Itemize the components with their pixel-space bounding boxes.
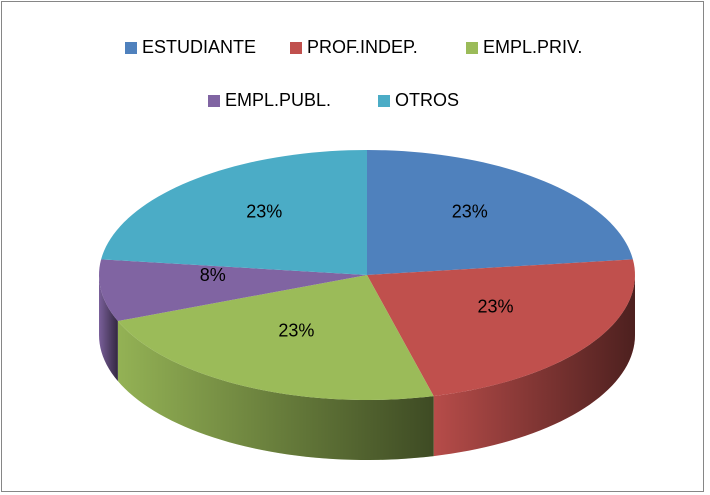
pie-slice [99,259,368,322]
legend-swatch [208,95,220,107]
data-label: 23% [278,320,314,340]
data-label: 23% [246,201,282,221]
legend-swatch [290,42,302,54]
legend-label: OTROS [395,90,459,110]
pie-slice [367,150,633,275]
legend-swatch [125,42,137,54]
legend-swatch [466,42,478,54]
legend-label: EMPL.PUBL. [225,90,331,110]
pie-slice [367,259,635,397]
data-label: 8% [200,265,226,285]
pie-slice [117,275,434,400]
data-label: 23% [452,201,488,221]
legend-label: EMPL.PRIV. [483,37,582,57]
pie-slice [101,150,368,275]
legend-label: PROF.INDEP. [307,37,418,57]
pie-side-shade [433,275,635,457]
pie-side-shade [117,321,434,460]
legend-label: ESTUDIANTE [142,37,256,57]
pie-side-shade [99,275,118,382]
legend-swatch [378,95,390,107]
data-label: 23% [478,297,514,317]
